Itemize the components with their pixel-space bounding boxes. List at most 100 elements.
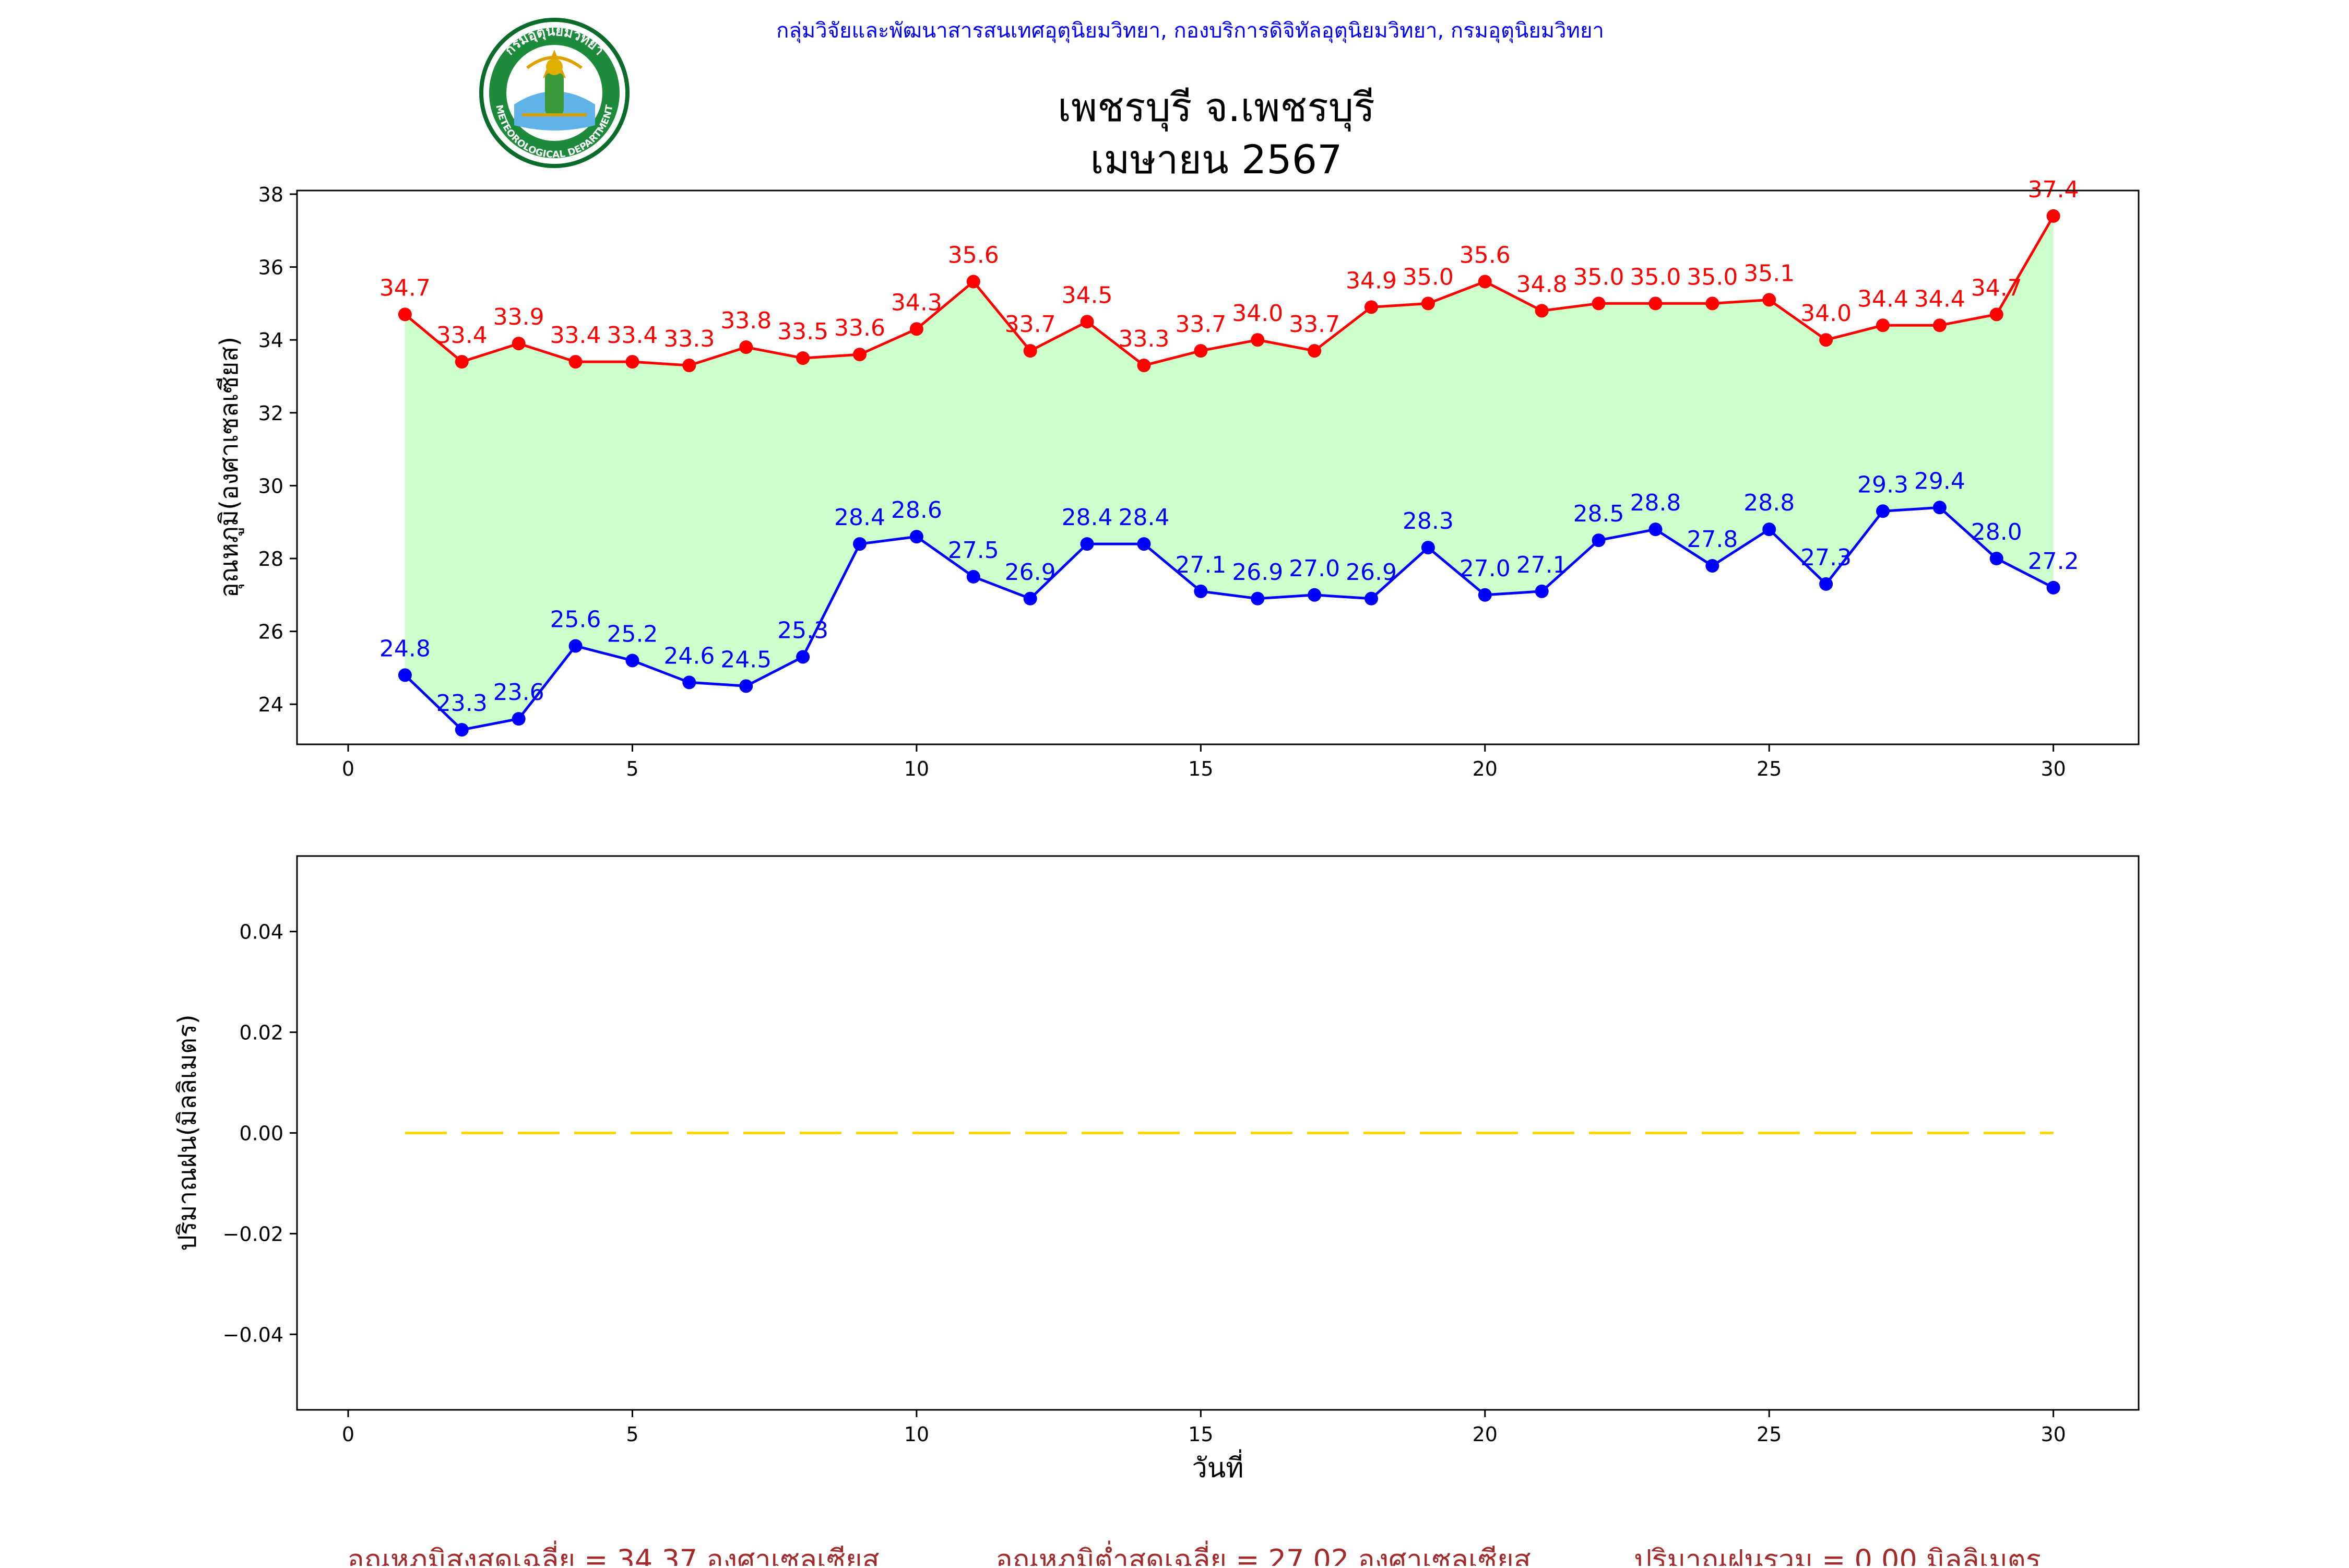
rainfall-y-axis-label: ปริมาณฝน(มิลลิเมตร) xyxy=(173,1014,202,1251)
max-temperature-data-label: 33.4 xyxy=(550,322,601,349)
max-temperature-point xyxy=(1137,359,1151,373)
rainfall-x-tick-label: 20 xyxy=(1473,1423,1498,1446)
temperature-y-tick-label: 26 xyxy=(258,621,283,644)
rainfall-x-axis-label: วันที่ xyxy=(1192,1449,1243,1484)
max-temperature-data-label: 35.0 xyxy=(1687,264,1738,290)
max-temperature-point xyxy=(1023,344,1037,358)
min-temperature-data-label: 23.6 xyxy=(493,679,544,706)
max-temperature-point xyxy=(853,348,867,362)
min-temperature-point xyxy=(1194,584,1208,598)
min-temperature-data-label: 27.1 xyxy=(1516,552,1568,578)
rainfall-plot-frame xyxy=(296,855,2140,1411)
max-temperature-point xyxy=(1080,315,1094,329)
organization-header: กลุ่มวิจัยและพัฒนาสารสนเทศอุตุนิยมวิทยา,… xyxy=(776,19,1604,43)
rainfall-y-tick-label: −0.02 xyxy=(223,1222,283,1245)
min-temperature-point xyxy=(455,723,469,737)
min-temperature-data-label: 27.3 xyxy=(1800,544,1852,571)
rainfall-x-tick-label: 25 xyxy=(1757,1423,1782,1446)
rainfall-chart: 0 5 10 15 20 25 30 −0.04 −0.02 0.00 0.02 0.04 ปริมา… xyxy=(173,855,2140,1484)
max-temperature-data-label: 35.6 xyxy=(948,242,999,269)
max-temperature-data-label: 34.4 xyxy=(1857,286,1908,312)
min-temperature-point xyxy=(512,712,526,726)
rainfall-y-tick-label: 0.00 xyxy=(239,1122,283,1145)
max-temperature-data-label: 33.3 xyxy=(1118,326,1169,352)
min-temperature-data-label: 26.9 xyxy=(1005,559,1056,586)
max-temperature-data-label: 34.9 xyxy=(1346,267,1397,294)
max-temperature-point xyxy=(455,355,469,369)
max-temperature-data-label: 33.7 xyxy=(1005,311,1056,338)
min-temperature-point xyxy=(1421,541,1435,555)
min-temperature-data-label: 25.3 xyxy=(777,617,828,644)
min-temperature-point xyxy=(682,675,696,690)
min-temperature-point xyxy=(1819,577,1833,591)
max-temperature-data-label: 34.7 xyxy=(379,275,431,301)
max-temperature-point xyxy=(1592,296,1606,311)
max-temperature-data-label: 33.4 xyxy=(607,322,658,349)
temperature-y-tick-label: 30 xyxy=(258,474,283,497)
min-temperature-point xyxy=(1308,588,1322,602)
max-temperature-point xyxy=(1251,333,1265,347)
rainfall-y-tick-label: 0.04 xyxy=(239,921,283,944)
max-temperature-point xyxy=(1705,296,1719,311)
temperature-x-tick-label: 30 xyxy=(2040,757,2066,780)
max-temperature-data-label: 35.1 xyxy=(1743,260,1795,287)
max-temperature-point xyxy=(1365,300,1378,314)
max-temperature-data-label: 34.5 xyxy=(1062,282,1113,308)
min-temperature-data-label: 27.2 xyxy=(2028,548,2079,575)
temperature-y-tick-label: 32 xyxy=(258,402,283,425)
max-temperature-point xyxy=(2046,209,2060,223)
summary-avg-max: อุณหภูมิสูงสุดเฉลี่ย = 34.37 องศาเซลเซีย… xyxy=(347,1540,879,1566)
max-temperature-point xyxy=(1648,296,1663,311)
min-temperature-data-label: 29.4 xyxy=(1914,468,1965,494)
max-temperature-data-label: 33.7 xyxy=(1289,311,1340,338)
min-temperature-data-label: 25.2 xyxy=(607,621,658,647)
min-temperature-point xyxy=(398,668,412,682)
min-temperature-data-label: 26.9 xyxy=(1346,559,1397,586)
temperature-plot-frame xyxy=(296,189,2140,745)
max-temperature-data-label: 34.3 xyxy=(891,289,942,316)
min-temperature-point xyxy=(1365,591,1378,605)
max-temperature-point xyxy=(1308,344,1322,358)
rainfall-x-tick-label: 30 xyxy=(2040,1423,2066,1446)
min-temperature-point xyxy=(625,654,639,668)
meteorological-department-logo: กรมอุตุนิยมวิทยา METEOROLOGICAL DEPARTME… xyxy=(479,18,630,168)
max-temperature-point xyxy=(1535,304,1549,318)
min-temperature-data-label: 29.3 xyxy=(1857,471,1908,498)
max-temperature-point xyxy=(739,340,753,354)
max-temperature-point xyxy=(1478,275,1492,289)
min-temperature-data-label: 26.9 xyxy=(1232,559,1283,586)
max-temperature-data-label: 33.9 xyxy=(493,304,544,330)
max-temperature-point xyxy=(966,275,980,289)
temperature-x-tick-label: 5 xyxy=(626,757,638,780)
max-temperature-point xyxy=(796,351,810,365)
min-temperature-data-label: 28.8 xyxy=(1743,490,1795,516)
rainfall-y-tick-label: −0.04 xyxy=(223,1323,283,1346)
min-temperature-data-label: 28.8 xyxy=(1630,490,1681,516)
min-temperature-point xyxy=(1137,537,1151,551)
max-temperature-data-label: 33.6 xyxy=(834,315,885,341)
min-temperature-point xyxy=(853,537,867,551)
max-temperature-point xyxy=(625,355,639,369)
min-temperature-data-label: 28.4 xyxy=(1062,504,1113,531)
min-temperature-point xyxy=(1876,504,1890,518)
temperature-x-tick-label: 0 xyxy=(342,757,354,780)
min-temperature-data-label: 24.8 xyxy=(379,635,431,662)
summary-total-rain: ปริมาณฝนรวม = 0.00 มิลลิเมตร xyxy=(1634,1543,2041,1566)
temperature-y-tick-label: 24 xyxy=(258,693,283,716)
temperature-y-tick-label: 38 xyxy=(258,183,283,206)
max-temperature-data-label: 33.4 xyxy=(436,322,488,349)
min-temperature-data-label: 27.0 xyxy=(1289,555,1340,582)
max-temperature-point xyxy=(1876,318,1890,332)
min-temperature-data-label: 28.6 xyxy=(891,497,942,524)
min-temperature-point xyxy=(966,569,980,584)
min-temperature-point xyxy=(739,679,753,693)
temperature-x-tick-label: 25 xyxy=(1757,757,1782,780)
min-temperature-data-label: 27.5 xyxy=(948,537,999,564)
max-temperature-point xyxy=(398,307,412,322)
temperature-x-tick-label: 15 xyxy=(1188,757,1213,780)
rainfall-x-tick-label: 10 xyxy=(904,1423,929,1446)
min-temperature-data-label: 28.3 xyxy=(1403,508,1454,534)
min-temperature-point xyxy=(1251,591,1265,605)
min-temperature-point xyxy=(1989,552,2003,566)
